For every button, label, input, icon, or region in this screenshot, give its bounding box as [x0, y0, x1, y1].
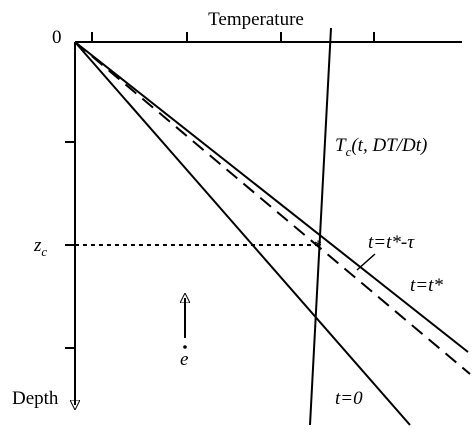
critical-depth-label: zc: [33, 235, 47, 259]
label-sub: c: [346, 144, 352, 159]
depth-ticks: [65, 141, 75, 349]
geotherm-initial: [74, 41, 411, 426]
geotherm-now-label: t=t*: [410, 275, 443, 296]
label-main: z: [33, 235, 42, 256]
label-main: T: [335, 135, 347, 156]
geotherm-before: [74, 41, 469, 353]
geotherm-before-label: t=t*-τ: [368, 232, 415, 253]
temperature-ticks: [91, 32, 375, 42]
x-axis-label: Temperature: [208, 9, 304, 30]
label-leader: [356, 253, 376, 271]
critical-temperature-label: Tc(t, DT/Dt): [335, 135, 427, 159]
critical-temperature-line: [309, 27, 332, 426]
geotherm-initial-label: t=0: [335, 388, 363, 409]
y-axis-label: Depth: [12, 388, 59, 409]
geotherm-now: [74, 41, 471, 375]
label-sub: c: [41, 244, 47, 259]
intersection-star: *: [314, 238, 322, 255]
erosion-vector-label: e: [180, 349, 188, 370]
label-rest: (t, DT/Dt): [351, 135, 427, 156]
origin-label: 0: [52, 27, 62, 48]
vector-dot: [183, 345, 187, 349]
